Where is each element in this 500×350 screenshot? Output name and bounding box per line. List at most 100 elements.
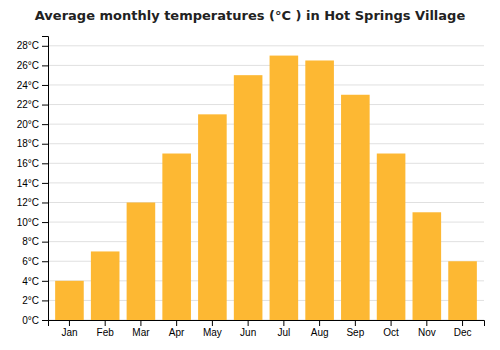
y-tick-label: 26°C [17, 60, 39, 71]
y-tick-label: 22°C [17, 99, 39, 110]
x-tick: Feb [97, 320, 115, 338]
bar [413, 212, 442, 320]
x-tick-mark [140, 320, 141, 326]
grid-line [48, 163, 484, 164]
grid-line [48, 143, 484, 144]
y-tick: 18°C [17, 138, 48, 149]
x-tick-label: Apr [169, 327, 185, 338]
y-tick-label: 4°C [22, 276, 39, 287]
y-tick-mark [42, 281, 48, 282]
x-tick: Jul [277, 320, 290, 338]
y-tick-mark [42, 242, 48, 243]
x-tick: Apr [169, 320, 185, 338]
y-tick-mark [42, 320, 48, 321]
bar [234, 75, 263, 320]
title: Average monthly temperatures (°C ) in Ho… [35, 8, 466, 23]
y-tick-mark [42, 163, 48, 164]
x-tick: Oct [383, 320, 399, 338]
x-tick-mark [426, 320, 427, 326]
y-tick-mark [42, 124, 48, 125]
x-tick-label: Jun [240, 327, 256, 338]
y-tick-mark [42, 222, 48, 223]
y-tick-label: 24°C [17, 80, 39, 91]
y-tick-label: 6°C [22, 256, 39, 267]
x-tick-mark [212, 320, 213, 326]
x-tick-mark [391, 320, 392, 326]
y-tick-label: 0°C [22, 315, 39, 326]
y-axis-line [42, 37, 49, 321]
x-tick-label: Sep [346, 327, 364, 338]
x-tick: Nov [418, 320, 436, 338]
bars [55, 56, 477, 320]
y-tick-mark [42, 46, 48, 47]
x-tick-mark [319, 320, 320, 326]
x-tick-label: Dec [454, 327, 472, 338]
x-tick: Jun [240, 320, 256, 338]
x-axis: Jan Feb Mar Apr May Jun Jul Aug Sep Oct Nov Dec [49, 320, 485, 338]
y-tick: 6°C [22, 256, 48, 267]
x-tick: Jan [61, 320, 77, 338]
x-tick-label: Jul [277, 327, 290, 338]
y-tick: 28°C [17, 40, 48, 51]
y-tick-mark [42, 183, 48, 184]
x-tick-label: May [203, 327, 222, 338]
grid-line [48, 84, 484, 85]
x-tick-mark [283, 320, 284, 326]
y-tick: 24°C [17, 80, 48, 91]
x-tick-mark [176, 320, 177, 326]
x-tick: May [203, 320, 222, 338]
y-tick-mark [42, 85, 48, 86]
chart: 0°C 2°C 4°C 6°C 8°C 10°C 12°C 14°C 16°C 18°C 20°C 2… [0, 0, 500, 350]
grid-line [48, 104, 484, 105]
bar [127, 202, 156, 320]
x-tick: Sep [346, 320, 364, 338]
grid [48, 46, 484, 320]
x-tick-label: Jan [61, 327, 77, 338]
x-tick-mark [355, 320, 356, 326]
x-tick-mark [105, 320, 106, 326]
y-tick: 26°C [17, 60, 48, 71]
y-tick-mark [42, 300, 48, 301]
y-tick: 20°C [17, 119, 48, 130]
bar [198, 114, 227, 320]
x-tick-label: Nov [418, 327, 436, 338]
y-tick: 22°C [17, 99, 48, 110]
x-tick-label: Feb [97, 327, 115, 338]
y-tick-label: 16°C [17, 158, 39, 169]
y-tick-mark [42, 105, 48, 106]
y-tick: 2°C [22, 295, 48, 306]
bar [91, 251, 120, 320]
y-axis: 0°C 2°C 4°C 6°C 8°C 10°C 12°C 14°C 16°C 18°C 20°C 2… [17, 37, 49, 326]
bar [341, 95, 370, 320]
x-tick-label: Oct [383, 327, 399, 338]
bar [162, 154, 191, 320]
y-tick: 14°C [17, 178, 48, 189]
x-tick-label: Aug [311, 327, 329, 338]
y-tick: 12°C [17, 197, 48, 208]
x-axis-line [49, 321, 485, 327]
y-tick-mark [42, 65, 48, 66]
y-tick-label: 14°C [17, 178, 39, 189]
bar [448, 261, 477, 320]
y-tick: 10°C [17, 217, 48, 228]
x-tick-label: Mar [132, 327, 150, 338]
y-tick-mark [42, 202, 48, 203]
x-tick: Aug [311, 320, 329, 338]
x-tick: Dec [454, 320, 472, 338]
y-tick: 4°C [22, 276, 48, 287]
bar [55, 281, 84, 320]
y-tick: 8°C [22, 236, 48, 247]
y-tick-label: 12°C [17, 197, 39, 208]
y-tick: 0°C [22, 315, 48, 326]
y-tick-label: 18°C [17, 138, 39, 149]
grid-line [48, 45, 484, 46]
y-tick-label: 20°C [17, 119, 39, 130]
bar [270, 56, 299, 320]
grid-line [48, 182, 484, 183]
grid-line [48, 65, 484, 66]
y-tick-mark [42, 261, 48, 262]
x-tick-mark [69, 320, 70, 326]
y-tick-label: 28°C [17, 40, 39, 51]
y-tick-label: 2°C [22, 295, 39, 306]
y-tick-mark [42, 144, 48, 145]
